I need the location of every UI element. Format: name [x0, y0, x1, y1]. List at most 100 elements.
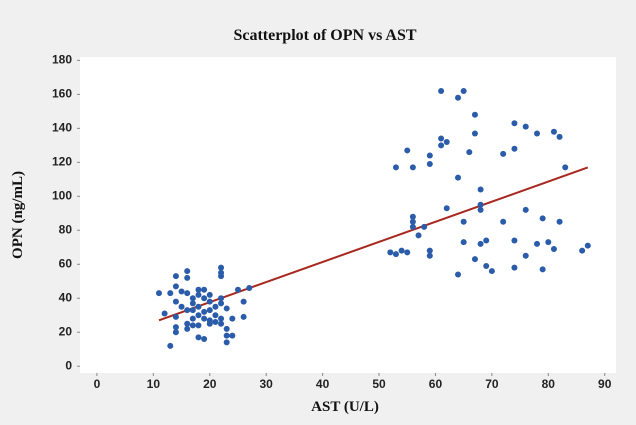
point	[426, 252, 433, 259]
point	[189, 295, 196, 302]
x-tick-label: 40	[316, 377, 330, 391]
point	[426, 152, 433, 159]
point	[426, 247, 433, 254]
point	[240, 298, 247, 305]
point	[545, 239, 552, 246]
point	[189, 322, 196, 329]
point	[409, 218, 416, 225]
point	[201, 308, 208, 315]
y-tick-label: 40	[59, 290, 73, 304]
y-tick-label: 120	[52, 155, 72, 169]
point	[229, 332, 236, 339]
point	[409, 213, 416, 220]
point	[218, 315, 225, 322]
point	[477, 206, 484, 213]
point	[438, 135, 445, 142]
y-tick-label: 160	[52, 87, 72, 101]
point	[511, 237, 518, 244]
x-tick-label: 60	[429, 377, 443, 391]
point	[511, 145, 518, 152]
point	[556, 133, 563, 140]
point	[184, 320, 191, 327]
point	[392, 251, 399, 258]
y-tick-label: 100	[52, 188, 72, 202]
point	[562, 164, 569, 171]
point	[195, 303, 202, 310]
point	[184, 290, 191, 297]
point	[172, 329, 179, 336]
point	[584, 242, 591, 249]
point	[522, 206, 529, 213]
point	[550, 245, 557, 252]
y-tick-label: 140	[52, 121, 72, 135]
point	[218, 273, 225, 280]
point	[246, 285, 253, 292]
point	[223, 339, 230, 346]
point	[184, 274, 191, 281]
point	[178, 303, 185, 310]
point	[189, 300, 196, 307]
y-tick-label: 0	[65, 358, 72, 372]
point	[212, 319, 219, 326]
point	[172, 298, 179, 305]
point	[579, 247, 586, 254]
point	[409, 164, 416, 171]
point	[443, 138, 450, 145]
point	[438, 142, 445, 149]
point	[201, 336, 208, 343]
x-tick-label: 0	[94, 377, 101, 391]
point	[500, 150, 507, 157]
point	[218, 320, 225, 327]
point	[167, 342, 174, 349]
trend-line	[158, 166, 589, 322]
point	[206, 298, 213, 305]
point	[539, 215, 546, 222]
point	[195, 291, 202, 298]
point	[455, 94, 462, 101]
point	[184, 307, 191, 314]
point	[443, 205, 450, 212]
point	[398, 247, 405, 254]
point	[477, 186, 484, 193]
x-axis-label: AST (U/L)	[311, 399, 379, 415]
x-tick-label: 20	[203, 377, 217, 391]
point	[522, 252, 529, 259]
point	[404, 147, 411, 154]
x-tick-label: 90	[598, 377, 612, 391]
point	[184, 325, 191, 332]
point	[477, 240, 484, 247]
point	[550, 128, 557, 135]
chart-title: Scatterplot of OPN vs AST	[233, 27, 416, 44]
point	[172, 273, 179, 280]
y-tick-label: 60	[59, 256, 73, 270]
point	[212, 303, 219, 310]
point	[477, 201, 484, 208]
point	[212, 312, 219, 319]
point	[421, 223, 428, 230]
point	[195, 334, 202, 341]
point	[471, 256, 478, 263]
point	[438, 87, 445, 94]
point	[483, 262, 490, 269]
point	[178, 288, 185, 295]
point	[404, 249, 411, 256]
point	[460, 87, 467, 94]
point	[392, 164, 399, 171]
point	[387, 249, 394, 256]
point	[172, 324, 179, 331]
point	[534, 130, 541, 137]
point	[206, 307, 213, 314]
point	[426, 161, 433, 168]
point	[189, 315, 196, 322]
point	[218, 264, 225, 271]
point	[511, 264, 518, 271]
point	[534, 240, 541, 247]
point	[471, 111, 478, 118]
point	[466, 149, 473, 156]
point	[167, 290, 174, 297]
x-tick-label: 70	[485, 377, 499, 391]
point	[539, 266, 546, 273]
point	[172, 283, 179, 290]
point	[223, 325, 230, 332]
